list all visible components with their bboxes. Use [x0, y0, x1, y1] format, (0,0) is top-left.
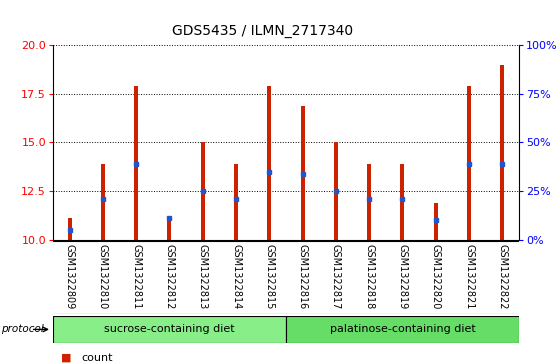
Bar — [167, 218, 171, 240]
Bar — [134, 86, 138, 240]
Text: GSM1322813: GSM1322813 — [198, 244, 208, 309]
Bar — [367, 164, 371, 240]
Bar — [68, 218, 71, 240]
Text: GSM1322817: GSM1322817 — [331, 244, 341, 309]
Text: GSM1322820: GSM1322820 — [431, 244, 441, 309]
Text: GSM1322814: GSM1322814 — [231, 244, 241, 309]
Bar — [201, 142, 205, 240]
Bar — [101, 164, 105, 240]
Text: GSM1322818: GSM1322818 — [364, 244, 374, 309]
Bar — [501, 65, 504, 240]
Text: GSM1322815: GSM1322815 — [264, 244, 275, 309]
Text: GSM1322816: GSM1322816 — [297, 244, 307, 309]
Text: GDS5435 / ILMN_2717340: GDS5435 / ILMN_2717340 — [172, 24, 353, 38]
Bar — [301, 106, 305, 240]
Text: GSM1322810: GSM1322810 — [98, 244, 108, 309]
Text: GSM1322819: GSM1322819 — [397, 244, 407, 309]
Text: sucrose-containing diet: sucrose-containing diet — [104, 325, 235, 334]
Bar — [234, 164, 238, 240]
Bar — [467, 86, 471, 240]
Bar — [286, 316, 519, 343]
Text: GSM1322809: GSM1322809 — [65, 244, 75, 309]
Bar — [401, 164, 405, 240]
Text: ■: ■ — [61, 352, 72, 363]
Bar — [334, 142, 338, 240]
Bar — [434, 203, 437, 240]
Text: count: count — [81, 352, 112, 363]
Text: GSM1322822: GSM1322822 — [497, 244, 507, 309]
Text: GSM1322812: GSM1322812 — [165, 244, 175, 309]
Text: protocol: protocol — [1, 325, 44, 334]
Text: GSM1322811: GSM1322811 — [131, 244, 141, 309]
Text: palatinose-containing diet: palatinose-containing diet — [330, 325, 475, 334]
Bar — [267, 86, 271, 240]
Text: GSM1322821: GSM1322821 — [464, 244, 474, 309]
Bar — [53, 316, 286, 343]
